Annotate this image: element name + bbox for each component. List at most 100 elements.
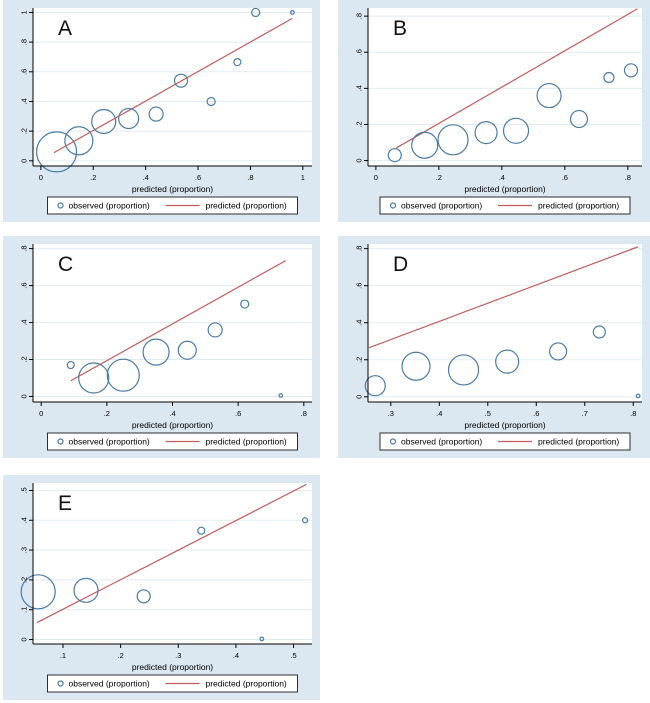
legend-observed-label: observed (proportion): [401, 437, 482, 447]
predicted-line: [36, 483, 307, 624]
observed-point: [635, 393, 641, 399]
legend-observed-marker-icon: [57, 438, 64, 445]
observed-point: [259, 636, 265, 642]
x-tick-label: .4: [499, 173, 505, 182]
x-axis-title: predicted (proportion): [132, 184, 213, 194]
x-axis-title: predicted (proportion): [464, 420, 545, 430]
legend-predicted-label: predicted (proportion): [206, 437, 287, 447]
x-tick-label: .3: [175, 651, 181, 660]
y-tick-label: .8: [20, 39, 29, 45]
y-tick-label: 0: [20, 394, 29, 398]
y-tick-label: 0: [20, 637, 29, 641]
observed-point: [549, 342, 568, 361]
plot-area: [33, 8, 312, 166]
x-tick-label: .6: [562, 173, 568, 182]
x-axis-title: predicted (proportion): [132, 662, 213, 672]
y-tick-label: .2: [20, 128, 29, 134]
y-tick-label: .4: [20, 517, 29, 523]
y-tick-label: .6: [355, 283, 364, 289]
y-tick-label: .4: [20, 319, 29, 325]
legend-observed-marker-icon: [389, 202, 397, 209]
panel-label: A: [58, 17, 72, 40]
y-tick-label: .8: [355, 13, 364, 19]
x-tick-label: .2: [104, 409, 110, 418]
observed-point: [91, 108, 117, 135]
x-tick-label: .8: [630, 409, 636, 418]
x-tick-label: 0: [39, 409, 43, 418]
y-tick-label: .6: [20, 282, 29, 288]
observed-point: [474, 120, 498, 145]
observed-point: [142, 338, 170, 366]
legend-observed-marker-icon: [389, 438, 397, 445]
x-tick-label: .1: [60, 651, 66, 660]
x-tick-label: .5: [290, 651, 296, 660]
observed-point: [401, 351, 431, 381]
y-tick-label: .4: [355, 320, 364, 326]
predicted-line: [396, 8, 638, 149]
panel-label: E: [58, 492, 72, 515]
observed-point: [240, 299, 250, 309]
plot-area: [368, 8, 642, 166]
x-tick-label: .6: [235, 409, 241, 418]
legend-predicted-label: predicted (proportion): [206, 201, 287, 211]
x-tick-label: .4: [436, 409, 442, 418]
legend-predicted-label: predicted (proportion): [206, 679, 287, 689]
x-tick-label: .3: [388, 409, 394, 418]
observed-point: [206, 96, 216, 107]
observed-point: [495, 349, 520, 374]
legend-predicted-label: predicted (proportion): [538, 201, 619, 211]
x-tick-label: .4: [169, 409, 175, 418]
predicted-line: [53, 17, 293, 154]
y-tick-label: 0: [355, 158, 364, 162]
observed-point: [197, 526, 206, 535]
observed-point: [289, 10, 295, 15]
observed-point: [623, 63, 639, 78]
legend-observed-marker-icon: [57, 680, 64, 687]
x-axis-title: predicted (proportion): [132, 420, 213, 430]
observed-point: [447, 354, 480, 386]
observed-point: [592, 325, 606, 339]
observed-point: [569, 109, 589, 129]
predicted-line: [70, 260, 287, 382]
x-tick-label: .2: [90, 173, 96, 182]
plot-area: [33, 483, 312, 644]
observed-point: [73, 577, 99, 603]
observed-point: [536, 82, 562, 109]
x-tick-label: .4: [233, 651, 239, 660]
observed-point: [148, 106, 164, 122]
panel-label: B: [393, 17, 407, 40]
x-tick-label: .2: [117, 651, 123, 660]
y-tick-label: 0: [20, 159, 29, 163]
y-tick-label: .2: [355, 357, 364, 363]
predicted-line: [368, 246, 639, 349]
y-tick-label: .2: [355, 121, 364, 127]
legend-observed-label: observed (proportion): [401, 201, 482, 211]
observed-point: [233, 58, 242, 67]
x-tick-label: 0: [39, 173, 43, 182]
observed-point: [603, 71, 615, 84]
x-tick-label: .5: [485, 409, 491, 418]
x-tick-label: .7: [582, 409, 588, 418]
legend-observed-label: observed (proportion): [69, 437, 150, 447]
observed-point: [502, 117, 530, 144]
y-tick-label: .6: [355, 49, 364, 55]
observed-point: [118, 107, 140, 130]
legend-predicted-label: predicted (proportion): [538, 437, 619, 447]
y-tick-label: 1: [20, 10, 29, 14]
x-tick-label: .6: [533, 409, 539, 418]
x-tick-label: .6: [195, 173, 201, 182]
x-tick-label: .2: [436, 173, 442, 182]
observed-point: [387, 148, 402, 163]
observed-point: [437, 124, 469, 156]
x-tick-label: 1: [301, 173, 305, 182]
